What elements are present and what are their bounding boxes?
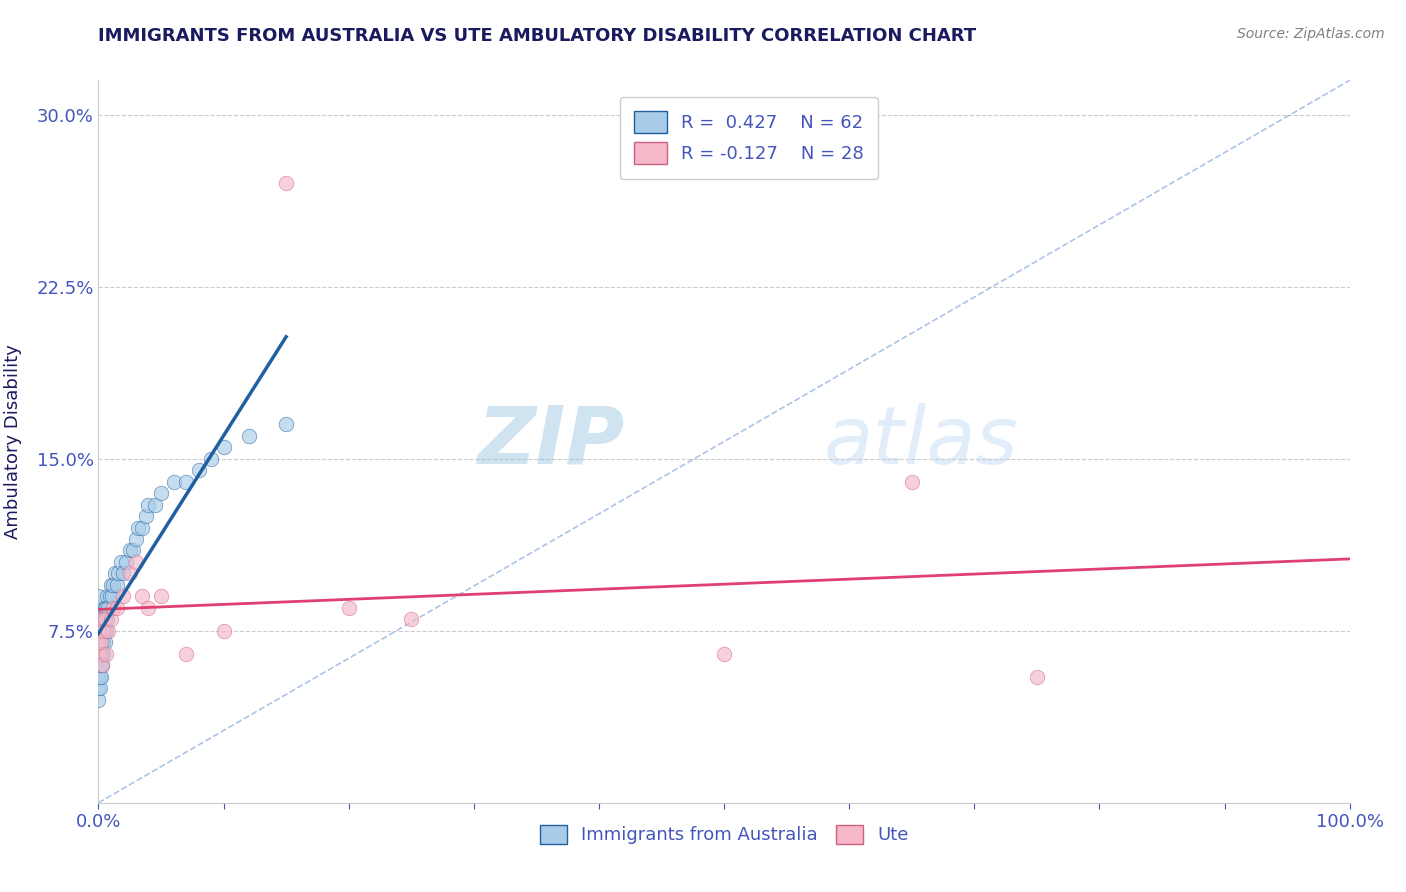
Point [100,612,122,626]
Point [125,532,148,546]
Point [212,624,235,638]
Point [91,635,114,649]
Point [93,612,115,626]
Point [90,658,112,673]
Point [100,578,122,592]
Point [112,566,135,581]
Point [87,647,110,661]
Point [89,647,111,661]
Point [118,543,141,558]
Point [96,590,118,604]
Point [118,566,141,581]
Point [93,600,115,615]
Point [174,647,197,661]
Point [112,590,135,604]
Point [91,658,114,673]
Point [97,624,120,638]
Point [90,647,112,661]
Point [87,670,110,684]
Point [105,578,128,592]
Point [125,555,148,569]
Point [87,647,110,661]
Point [135,509,157,524]
Point [187,463,209,477]
Point [93,624,115,638]
Point [274,177,298,191]
Point [93,635,115,649]
Point [101,590,124,604]
Point [91,624,114,638]
Point [115,555,138,569]
Point [104,566,127,581]
Point [127,520,149,534]
Point [89,658,111,673]
Point [274,417,298,432]
Text: IMMIGRANTS FROM AUSTRALIA VS UTE AMBULATORY DISABILITY CORRELATION CHART: IMMIGRANTS FROM AUSTRALIA VS UTE AMBULAT… [98,27,977,45]
Point [103,578,125,592]
Text: atlas: atlas [824,402,1019,481]
Point [900,475,922,489]
Point [91,658,114,673]
Point [87,692,110,706]
Point [94,624,117,638]
Point [90,612,112,626]
Point [87,590,110,604]
Y-axis label: Ambulatory Disability: Ambulatory Disability [4,344,22,539]
Point [96,612,118,626]
Point [87,658,110,673]
Point [138,600,160,615]
Point [87,624,110,638]
Point [93,635,115,649]
Point [200,451,222,466]
Point [110,555,132,569]
Point [401,612,423,626]
Point [87,681,110,695]
Point [89,635,111,649]
Point [1026,670,1049,684]
Point [94,647,117,661]
Point [713,647,735,661]
Point [105,600,128,615]
Point [90,635,112,649]
Point [87,612,110,626]
Point [162,475,184,489]
Point [89,670,111,684]
Point [89,624,111,638]
Point [93,624,115,638]
Point [87,635,110,649]
Point [174,475,197,489]
Point [93,612,115,626]
Point [238,429,260,443]
Legend: R =  0.427    N = 62, R = -0.127    N = 28: R = 0.427 N = 62, R = -0.127 N = 28 [620,96,879,178]
Point [103,600,125,615]
Point [87,624,110,638]
Point [98,590,121,604]
Point [90,670,112,684]
Point [97,600,120,615]
Text: Source: ZipAtlas.com: Source: ZipAtlas.com [1237,27,1385,41]
Point [150,590,173,604]
Point [93,647,115,661]
Point [131,590,153,604]
Text: ZIP: ZIP [477,402,624,481]
Point [89,647,111,661]
Point [138,498,160,512]
Point [87,600,110,615]
Point [107,566,129,581]
Point [91,647,114,661]
Point [90,635,112,649]
Point [212,440,235,454]
Point [122,543,145,558]
Point [143,498,166,512]
Point [87,635,110,649]
Point [90,612,112,626]
Point [89,681,111,695]
Point [150,486,173,500]
Point [94,600,117,615]
Point [337,600,360,615]
Point [131,520,153,534]
